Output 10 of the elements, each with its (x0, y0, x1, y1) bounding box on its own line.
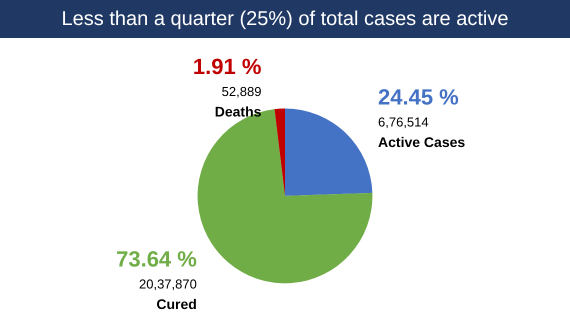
text: 73.64 % (116, 246, 197, 272)
slice-label: Deaths (214, 104, 262, 120)
slice-label: Cured (156, 296, 197, 312)
data-label: 20,37,870 (139, 276, 197, 292)
data-label: 6,76,514 (378, 114, 429, 130)
text: 24.45 % (378, 84, 459, 110)
text: 1.91 % (192, 54, 262, 80)
slice-label: Active Cases (378, 134, 466, 150)
chart-title: Less than a quarter (25%) of total cases are active (0, 0, 570, 38)
data-label: 52,889 (222, 84, 262, 100)
